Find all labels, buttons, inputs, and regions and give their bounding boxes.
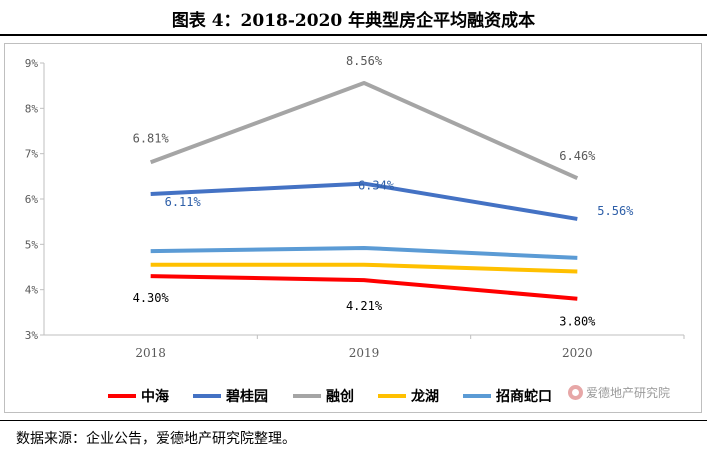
y-tick-label: 6% xyxy=(25,193,39,206)
series-line-4 xyxy=(150,245,578,260)
source-note: 数据来源：企业公告，爱德地产研究院整理。 xyxy=(16,431,296,447)
watermark-text: 爱德地产研究院 xyxy=(586,386,671,400)
source-divider xyxy=(0,420,707,421)
data-label: 5.56% xyxy=(597,204,634,218)
y-tick-label: 5% xyxy=(25,238,39,251)
title-divider xyxy=(0,34,707,36)
data-label: 4.30% xyxy=(133,291,170,305)
data-label: 6.46% xyxy=(559,149,596,163)
watermark-logo-icon xyxy=(568,385,583,400)
legend-entry: 龙湖 xyxy=(410,388,439,405)
x-tick-label: 2018 xyxy=(135,346,166,360)
legend-entry: 中海 xyxy=(141,388,169,405)
line-chart: 3% 4% 5% 6% 7% 8% 9% 2018 2019 2020 4.30% 4.21% 3.80… xyxy=(25,54,685,405)
series-line-0 xyxy=(150,274,578,301)
data-label: 6.81% xyxy=(133,131,170,145)
data-label: 3.80% xyxy=(559,315,596,329)
x-tick-label: 2019 xyxy=(349,346,380,360)
y-tick-label: 9% xyxy=(25,57,39,70)
series-line-2 xyxy=(149,80,579,180)
page-title: 图表 4：2018-2020 年典型房企平均融资成本 xyxy=(171,11,536,31)
series-line-1 xyxy=(150,181,578,221)
legend-entry: 融创 xyxy=(326,388,354,405)
legend-entry: 招商蛇口 xyxy=(496,388,552,405)
y-tick-label: 4% xyxy=(25,284,39,297)
y-tick-label: 7% xyxy=(25,148,39,161)
data-label: 6.11% xyxy=(165,195,202,209)
data-label: 4.21% xyxy=(346,299,383,313)
y-tick-label: 3% xyxy=(25,329,39,342)
data-label: 6.34% xyxy=(358,179,395,193)
watermark: 爱德地产研究院 xyxy=(568,384,670,401)
chart-frame: 3% 4% 5% 6% 7% 8% 9% 2018 2019 2020 4.30% 4.21% 3.80… xyxy=(4,43,702,413)
x-tick-label: 2020 xyxy=(562,346,593,360)
y-tick-label: 8% xyxy=(25,102,39,115)
legend-entry: 碧桂园 xyxy=(225,388,268,405)
data-label: 8.56% xyxy=(346,54,383,68)
series-line-3 xyxy=(150,262,578,274)
